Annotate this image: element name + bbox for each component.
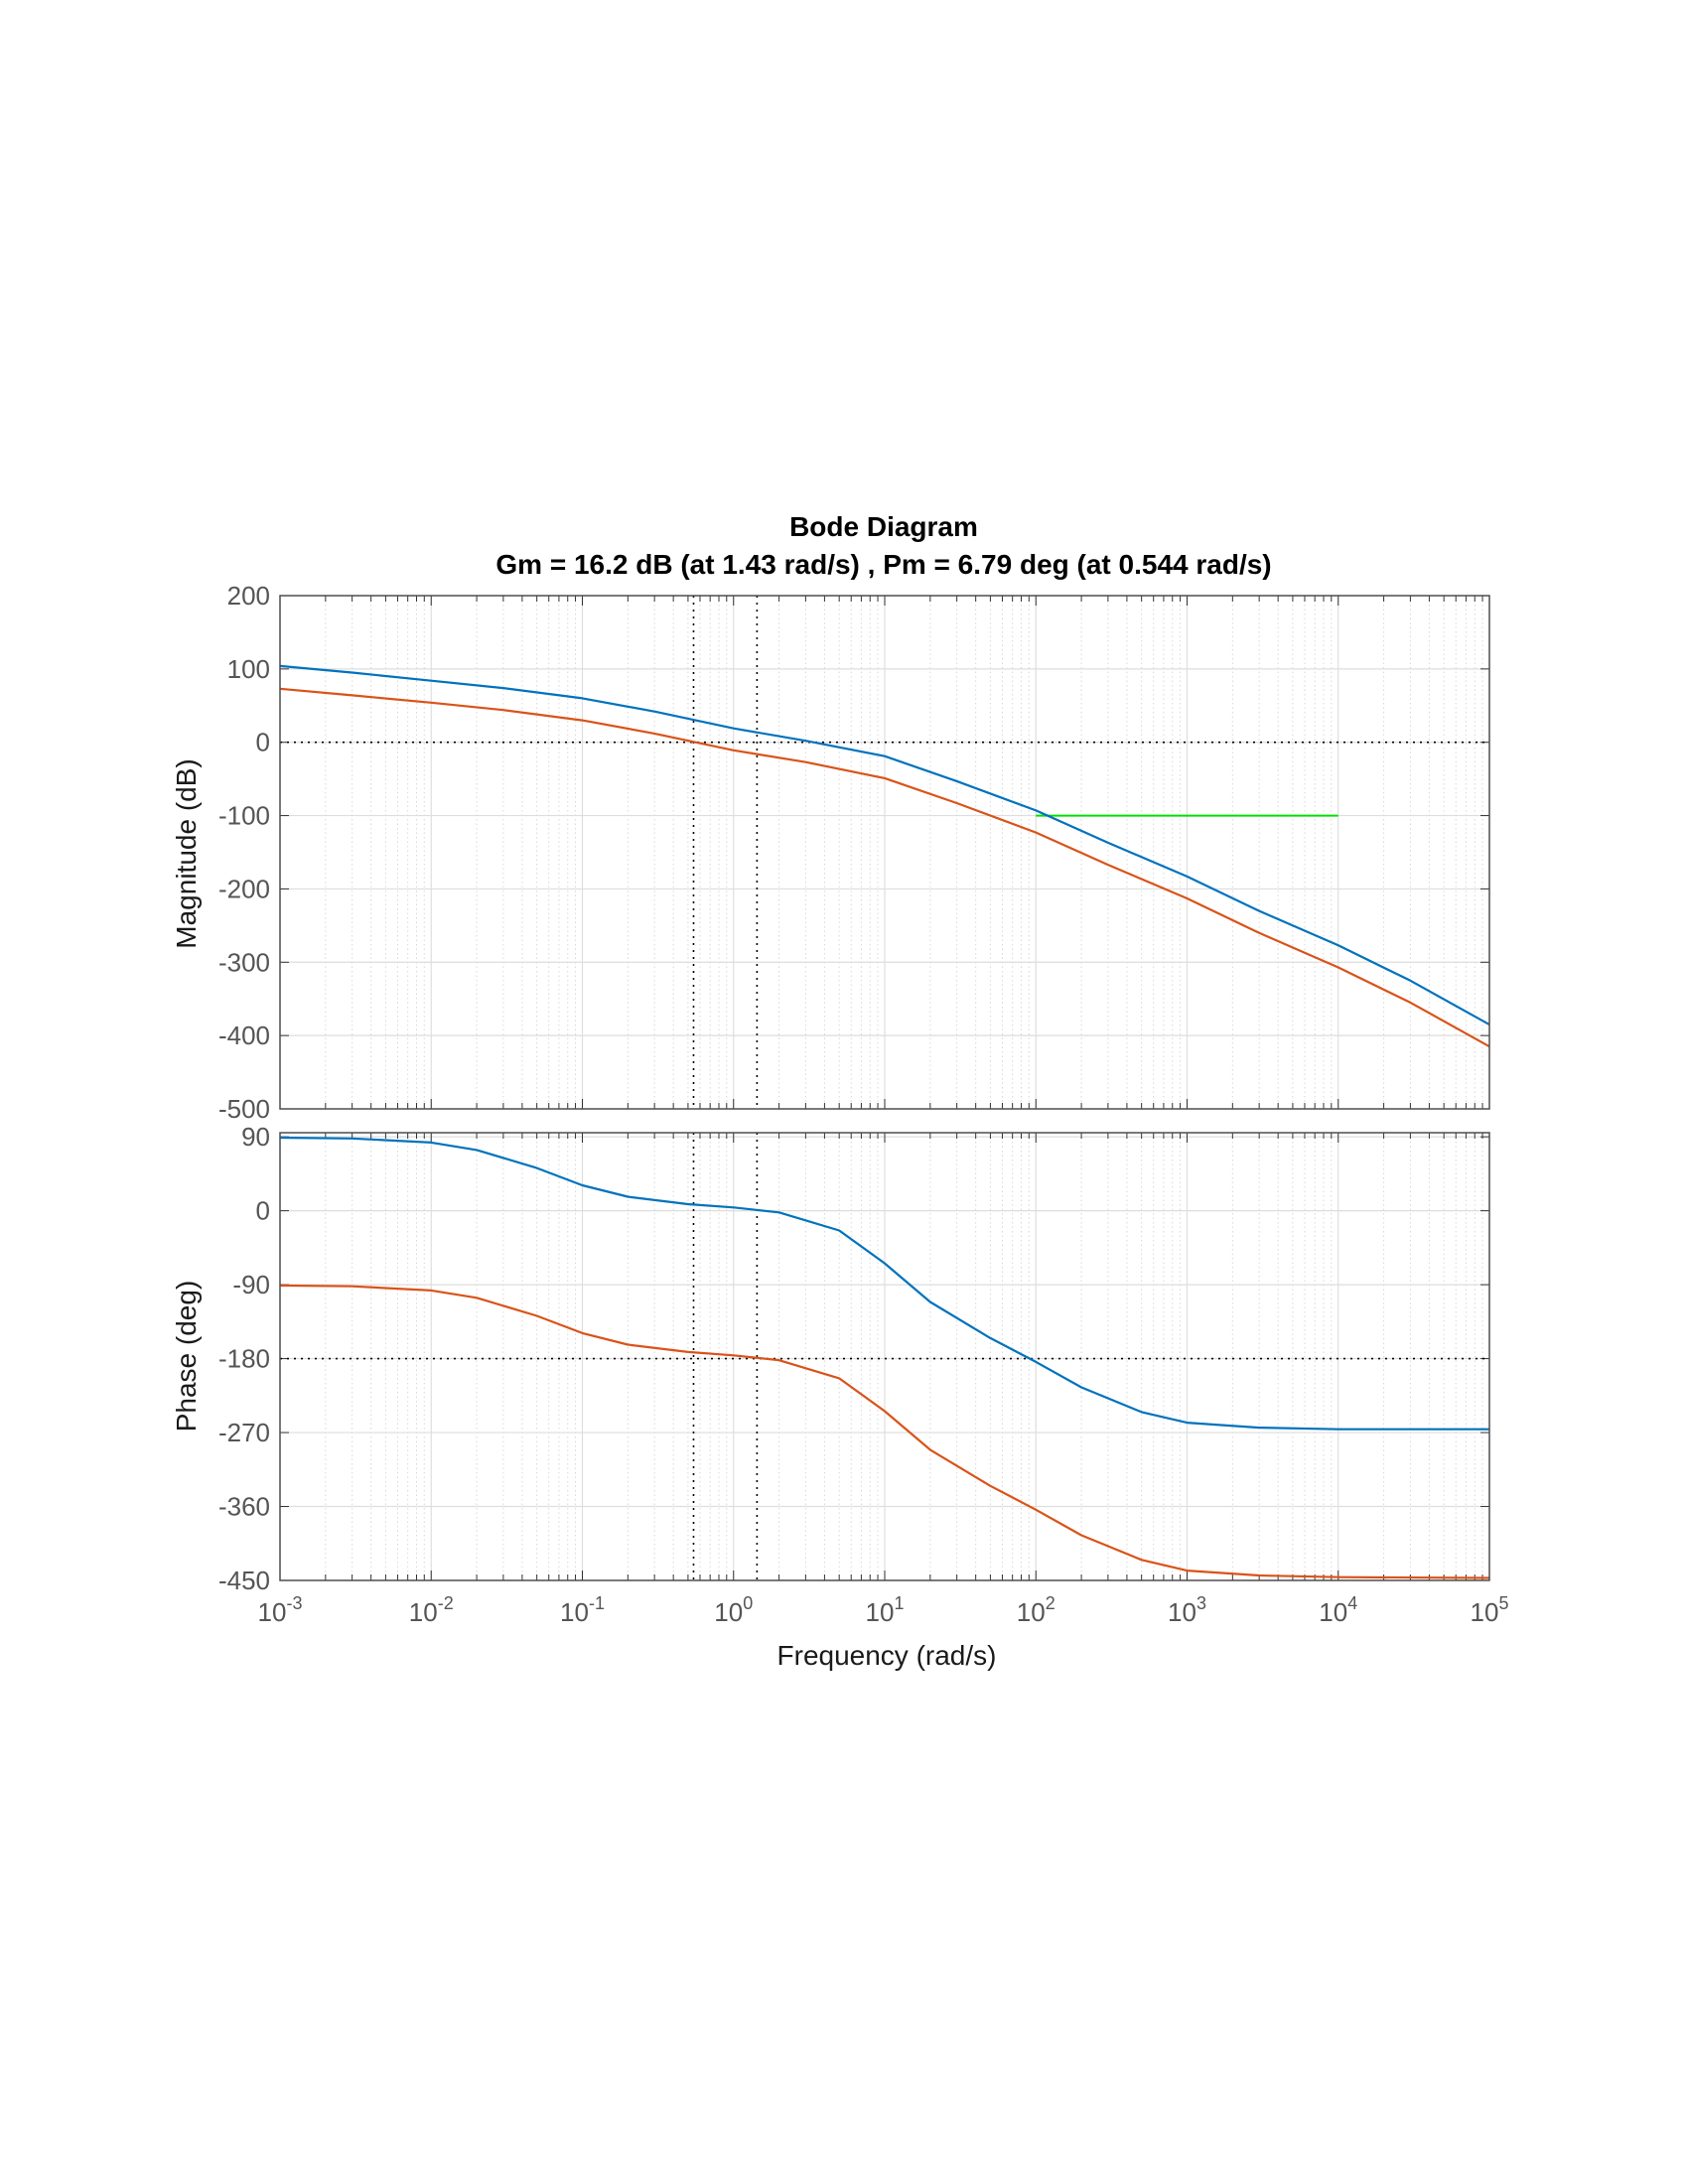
magnitude-y-tick-label: 0 <box>256 728 270 757</box>
phase-series-1-line <box>279 1136 1489 1431</box>
x-tick-label: 104 <box>1319 1593 1357 1627</box>
x-tick-label: 10-1 <box>560 1593 605 1627</box>
chart-subtitle: Gm = 16.2 dB (at 1.43 rad/s) , Pm = 6.79… <box>495 549 1271 580</box>
phase-series-2-line <box>279 1284 1490 1579</box>
x-tick-label: 103 <box>1168 1593 1206 1627</box>
frequency-axis-label: Frequency (rad/s) <box>777 1640 997 1671</box>
phase-axis-label: Phase (deg) <box>171 1281 202 1433</box>
phase-y-tick-label: -450 <box>218 1566 270 1595</box>
magnitude-y-tick-label: 200 <box>227 581 270 611</box>
magnitude-series-1-line <box>279 664 1490 1026</box>
phase-y-tick-label: -360 <box>218 1492 270 1522</box>
magnitude-axis-label: Magnitude (dB) <box>171 758 202 948</box>
phase-y-tick-label: -90 <box>232 1270 270 1299</box>
x-tick-label: 105 <box>1471 1593 1509 1627</box>
magnitude-y-tick-label: -100 <box>218 801 270 831</box>
x-tick-label: 10-3 <box>258 1593 303 1627</box>
magnitude-y-tick-label: -200 <box>218 874 270 903</box>
x-tick-label: 100 <box>714 1593 753 1627</box>
x-tick-label: 10-2 <box>409 1593 454 1627</box>
magnitude-y-tick-label: -500 <box>218 1094 270 1124</box>
phase-axes-frame <box>279 1132 1490 1581</box>
magnitude-y-tick-label: -400 <box>218 1021 270 1050</box>
phase-y-tick-label: 0 <box>256 1196 270 1226</box>
phase-y-tick-label: -270 <box>218 1418 270 1447</box>
chart-title: Bode Diagram <box>789 511 978 542</box>
phase-y-tick-label: -180 <box>218 1344 270 1374</box>
magnitude-panel: 200 100 0 -100 -200 -300 -400 -500 <box>218 581 1490 1124</box>
phase-y-tick-label: 90 <box>241 1122 270 1152</box>
magnitude-axes-frame <box>279 595 1490 1110</box>
magnitude-y-tick-label: 100 <box>227 654 270 684</box>
x-tick-label: 102 <box>1017 1593 1055 1627</box>
x-tick-label: 101 <box>866 1593 905 1627</box>
magnitude-y-tick-label: -300 <box>218 947 270 977</box>
magnitude-series-2-line <box>279 687 1490 1048</box>
